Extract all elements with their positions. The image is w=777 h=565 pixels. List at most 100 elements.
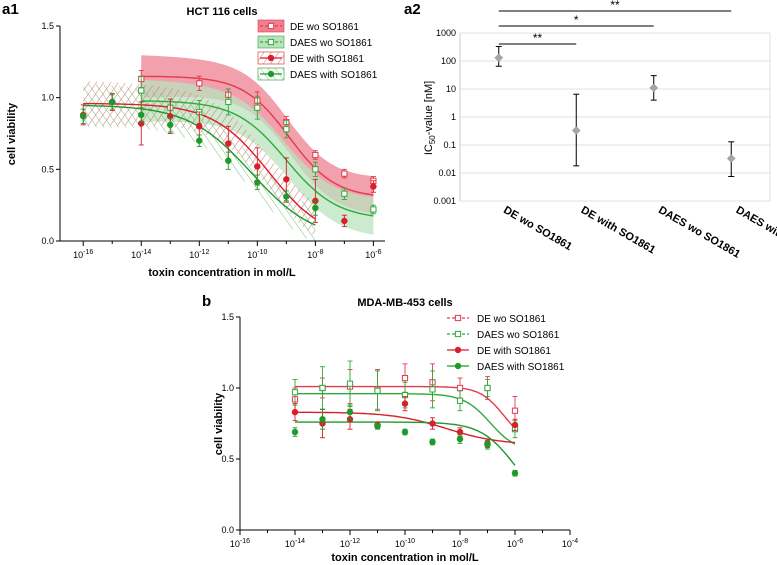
chart-mda-mb-453: MDA-MB-453 cells 0.00.51.01.510-16 10-14 1… (213, 297, 578, 564)
data-point (484, 379, 491, 397)
data-point (374, 423, 381, 430)
data-point (254, 174, 261, 190)
y-tick-label: 0.5 (221, 454, 234, 464)
data-point (225, 151, 232, 170)
legend-item-daes-wo-so1861: DAES wo SO1861 (447, 330, 560, 341)
data-point (346, 360, 354, 407)
x-tick-label: 10-16 (73, 249, 93, 260)
y-axis-label: cell viability (213, 392, 225, 455)
legend-item-de-wo-so1861: DE wo SO1861 (447, 314, 546, 325)
data-point (346, 404, 354, 420)
tick-exponent: -10 (405, 538, 415, 545)
x-tick-label: 10-16 (230, 538, 250, 549)
marker-daes-wo-so1861 (312, 166, 319, 173)
y-tick-label: 1.0 (41, 93, 54, 103)
marker-daes-with-so1861 (312, 204, 319, 212)
legend-marker (267, 54, 275, 62)
tick-base: 10 (507, 539, 517, 549)
tick-base: 10 (365, 250, 375, 260)
marker-daes-with-so1861 (319, 415, 326, 423)
data-point (370, 180, 377, 193)
data-point (456, 390, 464, 412)
y-tick-label: 1.0 (221, 383, 234, 393)
legend-item-daes-wo-so1861: DAES wo SO1861 (257, 35, 373, 49)
data-point (511, 418, 519, 432)
data-point (254, 95, 261, 120)
marker-de-wo-so1861 (456, 384, 464, 392)
tick-exponent: -12 (350, 538, 360, 545)
marker-de-with-so1861 (456, 428, 464, 436)
data-point (225, 88, 232, 116)
y-axis-label: cell viability (6, 102, 18, 165)
gridlines (460, 32, 770, 202)
marker-daes-with-so1861 (291, 428, 299, 436)
data-point (167, 117, 174, 133)
tick-base: 10 (285, 539, 295, 549)
legend-marker (267, 70, 275, 78)
legend-label: DAES wo SO1861 (290, 38, 373, 49)
tick-base: 10 (562, 539, 572, 549)
fit-curve-daes-wo-so1861 (141, 100, 374, 217)
data-points (494, 45, 736, 177)
marker-daes-wo-so1861 (283, 126, 290, 133)
y-axis-label-rest: -value [nM] (423, 81, 435, 135)
diamond-marker (571, 126, 581, 135)
chart-hct116: HCT 116 cells 0.00.51.01.510-16 10-14 10-1… (6, 6, 385, 279)
y-tick-label: 0.001 (433, 196, 456, 206)
x-tick-label: 10-12 (340, 538, 360, 549)
x-axis-label: toxin concentration in mol/L (331, 552, 479, 564)
marker-daes-with-so1861 (401, 428, 409, 436)
marker-daes-with-so1861 (138, 111, 145, 119)
legend-item-daes-with-so1861: DAES with SO1861 (257, 67, 378, 81)
legend-item-de-with-so1861: DE with SO1861 (447, 346, 551, 357)
tick-base: 10 (307, 250, 317, 260)
tick-exponent: -14 (295, 538, 305, 545)
x-tick-label: 10-4 (562, 538, 578, 549)
data-point (319, 408, 326, 430)
x-tick-label: 10-8 (307, 249, 323, 260)
data-point (370, 204, 377, 215)
legend-item-de-wo-so1861: DE wo SO1861 (257, 19, 359, 33)
x-axis-label: toxin concentration in mol/L (148, 267, 296, 279)
marker-daes-wo-so1861 (456, 397, 464, 404)
marker-de-with-so1861 (196, 123, 203, 130)
marker-daes-with-so1861 (511, 469, 519, 477)
data-point (341, 214, 348, 228)
data-point (341, 187, 348, 200)
marker-daes-with-so1861 (429, 438, 436, 446)
fit-curve-daes-with-so1861 (295, 421, 516, 466)
ic50-point-daes-with-so1861 (726, 141, 736, 177)
data-point (511, 469, 519, 477)
data-point (196, 134, 203, 147)
marker-de-wo-so1861 (511, 407, 519, 414)
marker-daes-wo-so1861 (484, 384, 491, 392)
tick-base: 10 (230, 539, 240, 549)
category-label: DAES with SO1861 (734, 204, 777, 264)
y-tick-label: 1 (451, 112, 456, 122)
panel-label-a1: a1 (2, 1, 19, 18)
tick-exponent: -16 (240, 538, 250, 545)
data-point (283, 120, 290, 139)
panel-label-a2: a2 (404, 1, 421, 18)
legend-item-de-with-so1861: DE with SO1861 (257, 51, 364, 65)
marker-daes-wo-so1861 (291, 389, 299, 396)
legend-marker (267, 22, 275, 30)
marker-daes-wo-so1861 (225, 98, 232, 106)
legend-label: DAES with SO1861 (477, 362, 565, 373)
ic50-point-de-wo-so1861 (494, 45, 504, 67)
y-tick-label: 10 (446, 84, 456, 94)
marker-daes-with-so1861 (346, 408, 354, 416)
marker-daes-with-so1861 (254, 178, 261, 186)
data-point (312, 161, 319, 177)
x-tick-label: 10-14 (131, 249, 151, 260)
legend-label: DE wo SO1861 (477, 314, 546, 325)
diamond-marker (649, 83, 659, 93)
legend-marker (454, 362, 462, 370)
data-point (374, 370, 381, 412)
category-label: DE wo SO1861 (501, 204, 574, 253)
marker-de-wo-so1861 (312, 151, 319, 159)
tick-exponent: -4 (572, 538, 578, 545)
marker-de-with-so1861 (291, 408, 299, 416)
